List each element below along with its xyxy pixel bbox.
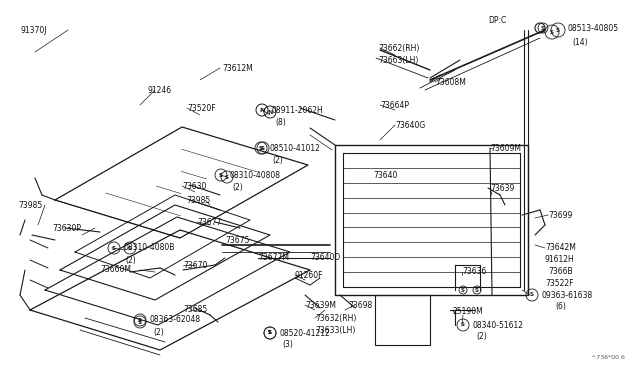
Text: S: S: [541, 26, 545, 31]
Text: 73670: 73670: [183, 260, 207, 269]
Text: S: S: [259, 145, 263, 151]
Text: (2): (2): [125, 256, 136, 264]
Text: S: S: [461, 288, 465, 292]
Text: (3): (3): [282, 340, 293, 350]
Text: 91370J: 91370J: [20, 26, 47, 35]
Text: DP:C: DP:C: [488, 16, 506, 25]
Text: S: S: [556, 28, 560, 32]
Text: (14): (14): [572, 38, 588, 46]
Text: 73630P: 73630P: [52, 224, 81, 232]
Text: 73685: 73685: [183, 305, 207, 314]
Text: 73632(RH): 73632(RH): [315, 314, 356, 323]
Text: (2): (2): [476, 333, 487, 341]
Text: 73677M: 73677M: [258, 253, 289, 263]
Text: S: S: [225, 174, 229, 180]
Text: 73630: 73630: [182, 182, 206, 190]
Text: 73699: 73699: [548, 211, 572, 219]
Text: 73636: 73636: [462, 267, 486, 276]
Text: 91612H: 91612H: [545, 256, 575, 264]
Text: 08310-4080B: 08310-4080B: [123, 244, 174, 253]
Text: 73640: 73640: [373, 170, 397, 180]
Text: S: S: [128, 246, 132, 250]
Text: 73522F: 73522F: [545, 279, 573, 289]
Text: 73639: 73639: [490, 183, 515, 192]
Text: 73664P: 73664P: [380, 100, 409, 109]
Text: N: N: [268, 109, 273, 115]
Text: 91246: 91246: [148, 86, 172, 94]
Text: 73640D: 73640D: [310, 253, 340, 263]
Text: 73639M: 73639M: [305, 301, 336, 310]
Text: 73633(LH): 73633(LH): [315, 326, 355, 334]
Text: (2): (2): [272, 155, 283, 164]
Text: 73609M: 73609M: [490, 144, 521, 153]
Text: 73698: 73698: [348, 301, 372, 310]
Text: N: N: [259, 108, 265, 112]
Text: 7366B: 7366B: [548, 267, 573, 276]
Text: 08310-40808: 08310-40808: [230, 170, 281, 180]
Text: 73663(LH): 73663(LH): [378, 55, 419, 64]
Text: 08340-51612: 08340-51612: [473, 321, 524, 330]
Text: S: S: [138, 317, 142, 323]
Text: 73660M: 73660M: [100, 266, 131, 275]
Text: 73677: 73677: [197, 218, 221, 227]
Text: (2): (2): [232, 183, 243, 192]
Text: 91260F: 91260F: [295, 270, 323, 279]
Text: (2): (2): [153, 327, 164, 337]
Text: (6): (6): [555, 302, 566, 311]
Text: (8): (8): [275, 118, 285, 126]
Text: 08911-2062H: 08911-2062H: [272, 106, 324, 115]
Text: ^736*00 6: ^736*00 6: [591, 355, 625, 360]
Text: S: S: [461, 323, 465, 327]
Text: S: S: [268, 330, 272, 336]
Text: S: S: [530, 292, 534, 298]
Text: S: S: [219, 173, 223, 177]
Text: 73675: 73675: [225, 235, 250, 244]
Text: S: S: [138, 320, 142, 324]
Text: S: S: [268, 330, 272, 336]
Text: 73612M: 73612M: [222, 64, 253, 73]
Text: 73608M: 73608M: [435, 77, 466, 87]
Text: 73642M: 73642M: [545, 244, 576, 253]
Text: 08363-62048: 08363-62048: [150, 315, 201, 324]
Text: S: S: [550, 29, 554, 35]
Text: 73640G: 73640G: [395, 121, 425, 129]
Text: 08510-41012: 08510-41012: [270, 144, 321, 153]
Text: 73520F: 73520F: [187, 103, 216, 112]
Text: 08520-41212: 08520-41212: [280, 328, 331, 337]
Text: S: S: [112, 246, 116, 250]
Text: S: S: [261, 145, 265, 151]
Text: 09363-61638: 09363-61638: [542, 291, 593, 299]
Text: S: S: [475, 288, 479, 292]
Text: 73985: 73985: [186, 196, 211, 205]
Text: 08513-40805: 08513-40805: [568, 23, 619, 32]
Text: 73662(RH): 73662(RH): [378, 44, 419, 52]
Text: 73985: 73985: [18, 201, 42, 209]
Text: 25190M: 25190M: [453, 308, 484, 317]
